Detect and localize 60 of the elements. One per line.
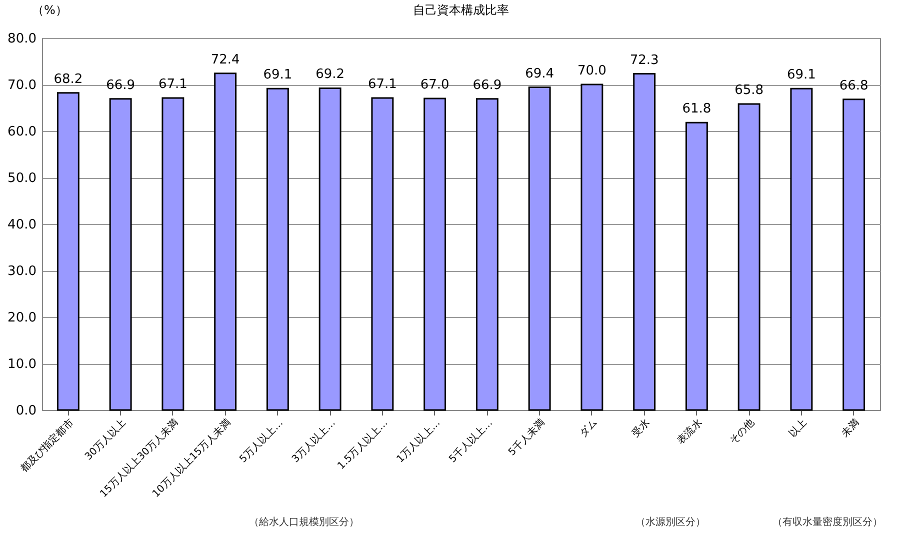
- data-label: 65.8: [734, 83, 764, 98]
- bar: [424, 98, 446, 411]
- text: （有収水量密度別区分）: [772, 516, 883, 528]
- x-tick-label: 1.5万人以上…: [335, 416, 390, 472]
- x-tick-label: その他: [727, 416, 757, 446]
- bar: [266, 88, 289, 411]
- y-tick-label: 30.0: [8, 264, 36, 279]
- x-tick-label: ダム: [577, 416, 600, 440]
- bar: [580, 84, 604, 411]
- data-label: 72.3: [630, 52, 659, 68]
- bar: [738, 103, 760, 411]
- data-label: 69.1: [263, 68, 292, 83]
- y-tick-label: 50.0: [8, 171, 36, 186]
- x-tick-label: 都及び指定都市: [18, 416, 76, 475]
- x-tick-label: 5万人以上…: [237, 416, 286, 466]
- bar: [476, 98, 498, 411]
- y-tick-label: 80.0: [8, 32, 36, 46]
- data-label: 68.2: [54, 72, 83, 87]
- data-label: 69.2: [316, 67, 345, 82]
- text: （水源別区分）: [636, 516, 706, 528]
- bar: [790, 88, 813, 411]
- x-tick-label: 受水: [629, 416, 652, 440]
- x-tick-label: 未満: [838, 416, 862, 440]
- data-label: 61.8: [682, 102, 712, 117]
- data-label: 70.0: [577, 64, 606, 78]
- data-label: 72.4: [210, 52, 240, 68]
- x-tick-label: 30万人以上: [82, 416, 128, 463]
- x-tick-label: 以上: [786, 416, 810, 440]
- text: （給水人口規模別区分）: [248, 516, 359, 528]
- bar: [318, 87, 342, 411]
- bar: [214, 72, 237, 411]
- x-tick-label: 3万人以上…: [289, 416, 338, 466]
- x-tick-label: 1万人以上…: [394, 416, 443, 466]
- bar: [162, 97, 184, 411]
- data-label: 66.9: [472, 78, 502, 93]
- y-tick-label: 60.0: [8, 124, 36, 140]
- data-label: 67.0: [420, 77, 450, 92]
- y-tick-label: 0.0: [16, 404, 36, 418]
- y-tick-label: 20.0: [8, 310, 36, 326]
- chart-title: 自己資本構成比率: [413, 3, 509, 17]
- bar: [685, 122, 708, 411]
- y-axis-title: （%）: [32, 3, 68, 17]
- bar: [371, 97, 394, 411]
- bar: [56, 92, 80, 411]
- data-label: 69.1: [786, 68, 816, 83]
- y-tick-label: 70.0: [8, 78, 36, 93]
- data-label: 67.1: [368, 76, 397, 92]
- data-label: 67.1: [158, 76, 188, 92]
- bar: [842, 98, 866, 411]
- bar: [633, 73, 656, 411]
- x-tick-label: 5千人未満: [506, 416, 548, 458]
- x-tick-label: 5千人以上…: [446, 416, 495, 466]
- y-tick-label: 10.0: [8, 357, 36, 372]
- y-tick-label: 40.0: [8, 218, 36, 232]
- bar: [528, 86, 551, 411]
- bar: [109, 98, 132, 411]
- x-tick-label: 表流水: [674, 416, 704, 446]
- data-label: 66.9: [106, 78, 136, 93]
- data-label: 69.4: [525, 66, 554, 82]
- data-label: 66.8: [839, 78, 868, 94]
